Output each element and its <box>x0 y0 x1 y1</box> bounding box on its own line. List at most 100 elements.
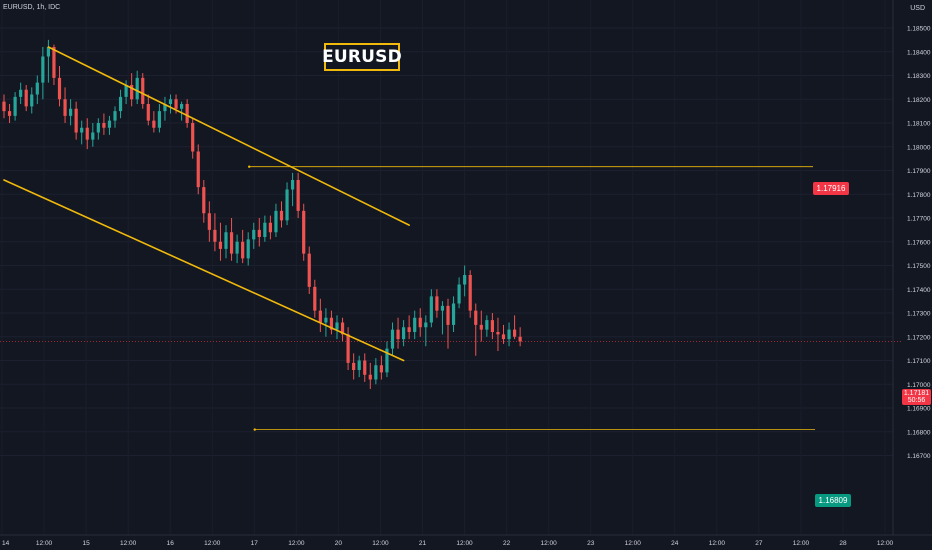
candle-body <box>24 89 28 107</box>
candle-body <box>224 232 228 249</box>
candle-body <box>340 322 345 335</box>
candle-body <box>196 151 200 188</box>
candle-body <box>307 253 311 287</box>
channel-upper-trendline[interactable] <box>47 46 410 226</box>
time-tick-label: 14 <box>2 540 10 547</box>
current-price-tag: 1.17181 50:56 <box>902 389 931 405</box>
candle-body <box>52 47 56 78</box>
candle <box>168 94 173 114</box>
candle-body <box>2 101 6 112</box>
candle <box>235 234 239 264</box>
price-tick-label: 1.18400 <box>907 49 931 56</box>
candle <box>307 246 311 294</box>
candle-body <box>257 229 261 237</box>
price-tick-label: 1.16900 <box>907 406 931 413</box>
time-tick-label: 16 <box>167 540 175 547</box>
time-tick-label: 17 <box>251 540 259 547</box>
candle-body <box>518 336 522 342</box>
price-axis[interactable]: 1.18500 1.18400 1.18300 1.18200 1.18100 1.180… <box>892 0 931 535</box>
candle-body <box>429 296 433 323</box>
candle-body <box>479 324 483 330</box>
candle <box>513 315 517 340</box>
candle-body <box>19 89 23 97</box>
candle <box>96 118 100 140</box>
candle <box>135 70 139 104</box>
candle-body <box>352 362 356 370</box>
candle-body <box>202 187 206 214</box>
time-tick-label: 23 <box>587 540 595 547</box>
candle-body <box>407 327 411 332</box>
candle <box>468 270 472 318</box>
horizontal-level-anchor[interactable] <box>253 428 256 431</box>
candle <box>74 101 78 140</box>
horizontal-level-anchor[interactable] <box>248 165 251 168</box>
candle-body <box>357 360 361 370</box>
candle-body <box>80 127 84 133</box>
time-tick-label: 28 <box>839 540 847 547</box>
candle <box>7 104 12 123</box>
candle-body <box>507 329 511 340</box>
candle-body <box>113 111 117 121</box>
price-tick-label: 1.17700 <box>907 216 931 223</box>
candle-body <box>463 275 467 285</box>
candle <box>35 75 39 104</box>
candle-body <box>74 108 78 133</box>
candle <box>163 96 167 121</box>
price-tick-label: 1.17000 <box>907 382 931 389</box>
time-tick-label: 12:00 <box>541 540 558 547</box>
candle <box>85 118 89 150</box>
candle <box>507 322 511 347</box>
candle <box>207 201 211 242</box>
time-axis[interactable]: 14 12:00 15 12:00 16 12:00 17 12:00 20 12:00 21 12:… <box>0 534 932 547</box>
candle <box>252 222 256 249</box>
time-tick-label: 12:00 <box>625 540 642 547</box>
candle <box>340 317 345 342</box>
price-tick-label: 1.16800 <box>907 429 931 436</box>
candle <box>80 120 84 145</box>
candle-body <box>152 120 156 128</box>
candle <box>418 308 422 337</box>
candle <box>296 172 300 218</box>
candle-body <box>246 239 250 259</box>
candle <box>390 322 395 356</box>
price-tick-label: 1.18000 <box>907 144 931 151</box>
candle <box>196 144 200 195</box>
upper-level-price-tag: 1.17916 <box>813 182 849 195</box>
candle <box>113 106 117 128</box>
candle-body <box>418 317 422 328</box>
candle-body <box>485 320 489 330</box>
candle <box>57 66 62 107</box>
candle-body <box>13 96 17 116</box>
candle-body <box>379 365 383 373</box>
time-tick-label: 12:00 <box>793 540 810 547</box>
candle <box>257 218 261 247</box>
currency-label: USD <box>910 5 925 12</box>
candle <box>213 213 217 252</box>
candle <box>218 222 223 261</box>
trendlines[interactable] <box>3 46 410 362</box>
candle <box>152 111 156 133</box>
candle-body <box>174 99 178 109</box>
candle-body <box>146 104 150 121</box>
candle <box>324 308 328 337</box>
candle-body <box>474 310 478 325</box>
time-tick-label: 12:00 <box>877 540 894 547</box>
candle-body <box>168 99 173 104</box>
candle <box>130 73 134 107</box>
candle <box>91 123 95 147</box>
candle <box>518 327 522 347</box>
channel-lower-trendline[interactable] <box>3 179 405 362</box>
candle-body <box>440 305 445 311</box>
time-tick-label: 12:00 <box>372 540 389 547</box>
candle <box>379 355 383 380</box>
horizontal-levels <box>0 165 902 431</box>
candle-body <box>291 180 295 190</box>
price-tick-label: 1.18300 <box>907 73 931 80</box>
candle-body <box>107 120 112 128</box>
candle <box>180 101 184 121</box>
candle <box>474 303 478 356</box>
candle-body <box>118 96 123 112</box>
candle <box>490 313 494 340</box>
candles <box>2 39 522 389</box>
